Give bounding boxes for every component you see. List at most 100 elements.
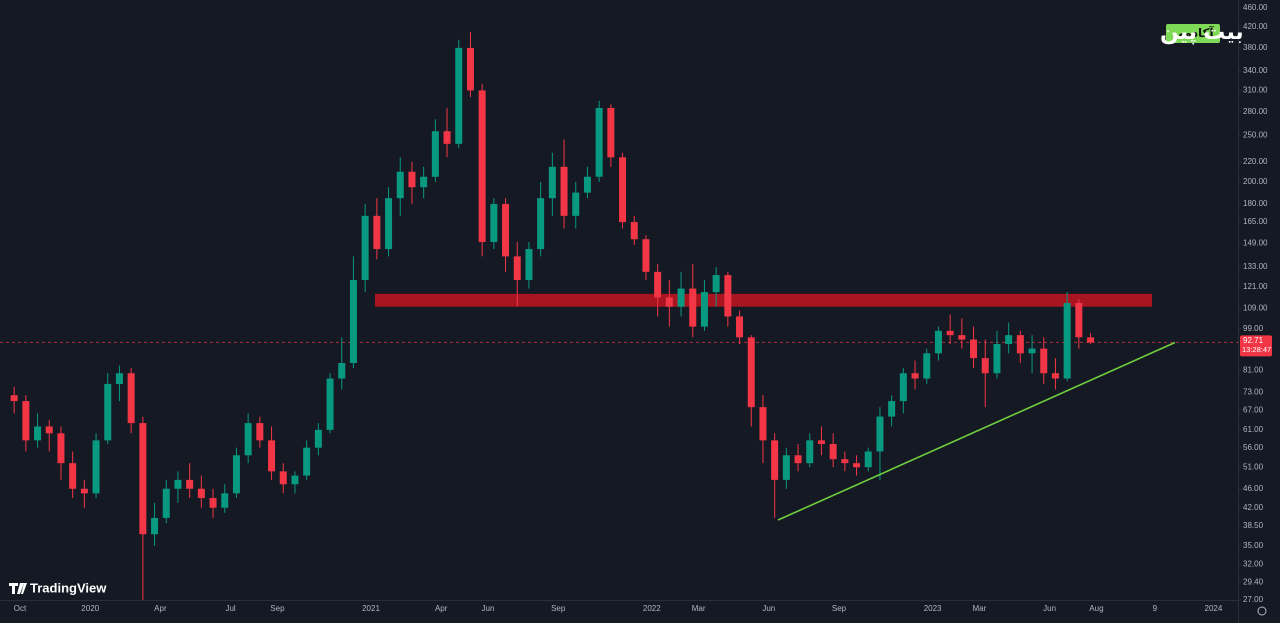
- candle-body: [256, 423, 264, 441]
- y-tick-label: 380.00: [1243, 43, 1268, 52]
- candle-body: [794, 455, 802, 464]
- candle-body: [607, 107, 615, 158]
- candle-body: [548, 166, 556, 199]
- candle-body: [466, 47, 474, 91]
- y-tick-label: 61.00: [1243, 425, 1264, 434]
- candle-body: [829, 443, 837, 460]
- brand-tag: آکادمی: [1172, 25, 1214, 40]
- candle-body: [782, 455, 790, 480]
- x-tick-label: 2022: [643, 604, 661, 613]
- candle-body: [771, 440, 779, 480]
- candle-body: [583, 176, 591, 193]
- brand-name: بیت پین: [1160, 19, 1244, 45]
- candle-body: [420, 176, 428, 188]
- candle-body: [525, 249, 533, 281]
- watermark-text: TradingView: [30, 580, 107, 595]
- x-tick-label: 2021: [362, 604, 380, 613]
- x-tick-label: Jun: [762, 604, 775, 613]
- y-tick-label: 51.00: [1243, 462, 1264, 471]
- candle-body: [10, 395, 18, 402]
- settings-icon[interactable]: [1257, 606, 1267, 616]
- x-tick-label: 2023: [924, 604, 942, 613]
- candle-body: [139, 423, 147, 535]
- candle-body: [408, 171, 416, 188]
- y-tick-label: 46.00: [1243, 484, 1264, 493]
- x-tick-label: Sep: [551, 604, 566, 613]
- candle-body: [1063, 302, 1071, 379]
- brand-tag-box: [1166, 24, 1220, 43]
- candle-body: [560, 166, 568, 216]
- candle-body: [970, 339, 978, 359]
- candle-body: [151, 517, 159, 535]
- candle-body: [853, 463, 861, 468]
- candle-body: [279, 471, 287, 485]
- candle-body: [268, 440, 276, 472]
- candle-body: [197, 488, 205, 499]
- candle-body: [619, 157, 627, 223]
- candle-body: [104, 383, 112, 441]
- candle-body: [654, 271, 662, 298]
- candle-body: [291, 475, 299, 485]
- y-tick-label: 121.00: [1243, 282, 1268, 291]
- candle-body: [911, 373, 919, 379]
- candle-body: [80, 488, 88, 494]
- candle-body: [876, 416, 884, 452]
- candle-body: [759, 407, 767, 441]
- candle-body: [57, 433, 65, 464]
- y-tick-label: 280.00: [1243, 107, 1268, 116]
- y-tick-label: 35.00: [1243, 541, 1264, 550]
- candle-body: [864, 451, 872, 468]
- candle-body: [22, 401, 30, 441]
- y-tick-label: 180.00: [1243, 199, 1268, 208]
- candle-body: [642, 239, 650, 272]
- y-tick-label: 99.00: [1243, 324, 1264, 333]
- x-tick-label: Oct: [14, 604, 27, 613]
- last-price-box: [1240, 335, 1272, 357]
- candle-body: [244, 423, 252, 456]
- y-tick-label: 165.00: [1243, 217, 1268, 226]
- x-tick-label: Jun: [482, 604, 495, 613]
- candle-body: [712, 275, 720, 293]
- candle-body: [689, 288, 697, 327]
- y-tick-label: 56.00: [1243, 443, 1264, 452]
- x-tick-label: Sep: [832, 604, 847, 613]
- plot-area: [0, 32, 1238, 600]
- y-tick-label: 42.00: [1243, 503, 1264, 512]
- x-tick-label: 2024: [1205, 604, 1223, 613]
- y-tick-label: 310.00: [1243, 86, 1268, 95]
- candle-body: [431, 131, 439, 177]
- candle-body: [1016, 335, 1024, 354]
- watermark-icon: [9, 583, 27, 594]
- candle-body: [373, 215, 381, 250]
- candle-body: [1005, 335, 1013, 345]
- candle-body: [1051, 373, 1059, 379]
- brand: آکادمی بیت پین: [1160, 19, 1244, 45]
- x-tick-label: Jun: [1043, 604, 1056, 613]
- y-tick-label: 460.00: [1243, 3, 1268, 12]
- y-tick-label: 149.00: [1243, 238, 1268, 247]
- resistance-zone: [375, 293, 1152, 307]
- y-tick-label: 67.00: [1243, 405, 1264, 414]
- candle-body: [630, 222, 638, 240]
- candle-body: [349, 280, 357, 364]
- candle-body: [361, 215, 369, 281]
- candle-body: [326, 378, 334, 430]
- candle-body: [115, 373, 123, 384]
- candle-body: [502, 203, 510, 257]
- candle-body: [232, 455, 240, 494]
- candle-body: [595, 107, 603, 177]
- candle-body: [186, 479, 194, 489]
- y-tick-label: 32.00: [1243, 560, 1264, 569]
- candle-body: [1087, 337, 1095, 343]
- settings-icon-ring[interactable]: [1257, 606, 1267, 616]
- candle-body: [209, 498, 217, 508]
- candle-body: [69, 463, 77, 489]
- x-tick-label: Jul: [225, 604, 235, 613]
- candle-body: [1075, 302, 1083, 338]
- candle-body: [934, 330, 942, 354]
- y-tick-label: 109.00: [1243, 304, 1268, 313]
- y-tick-label: 38.50: [1243, 521, 1264, 530]
- x-tick-label: Mar: [692, 604, 706, 613]
